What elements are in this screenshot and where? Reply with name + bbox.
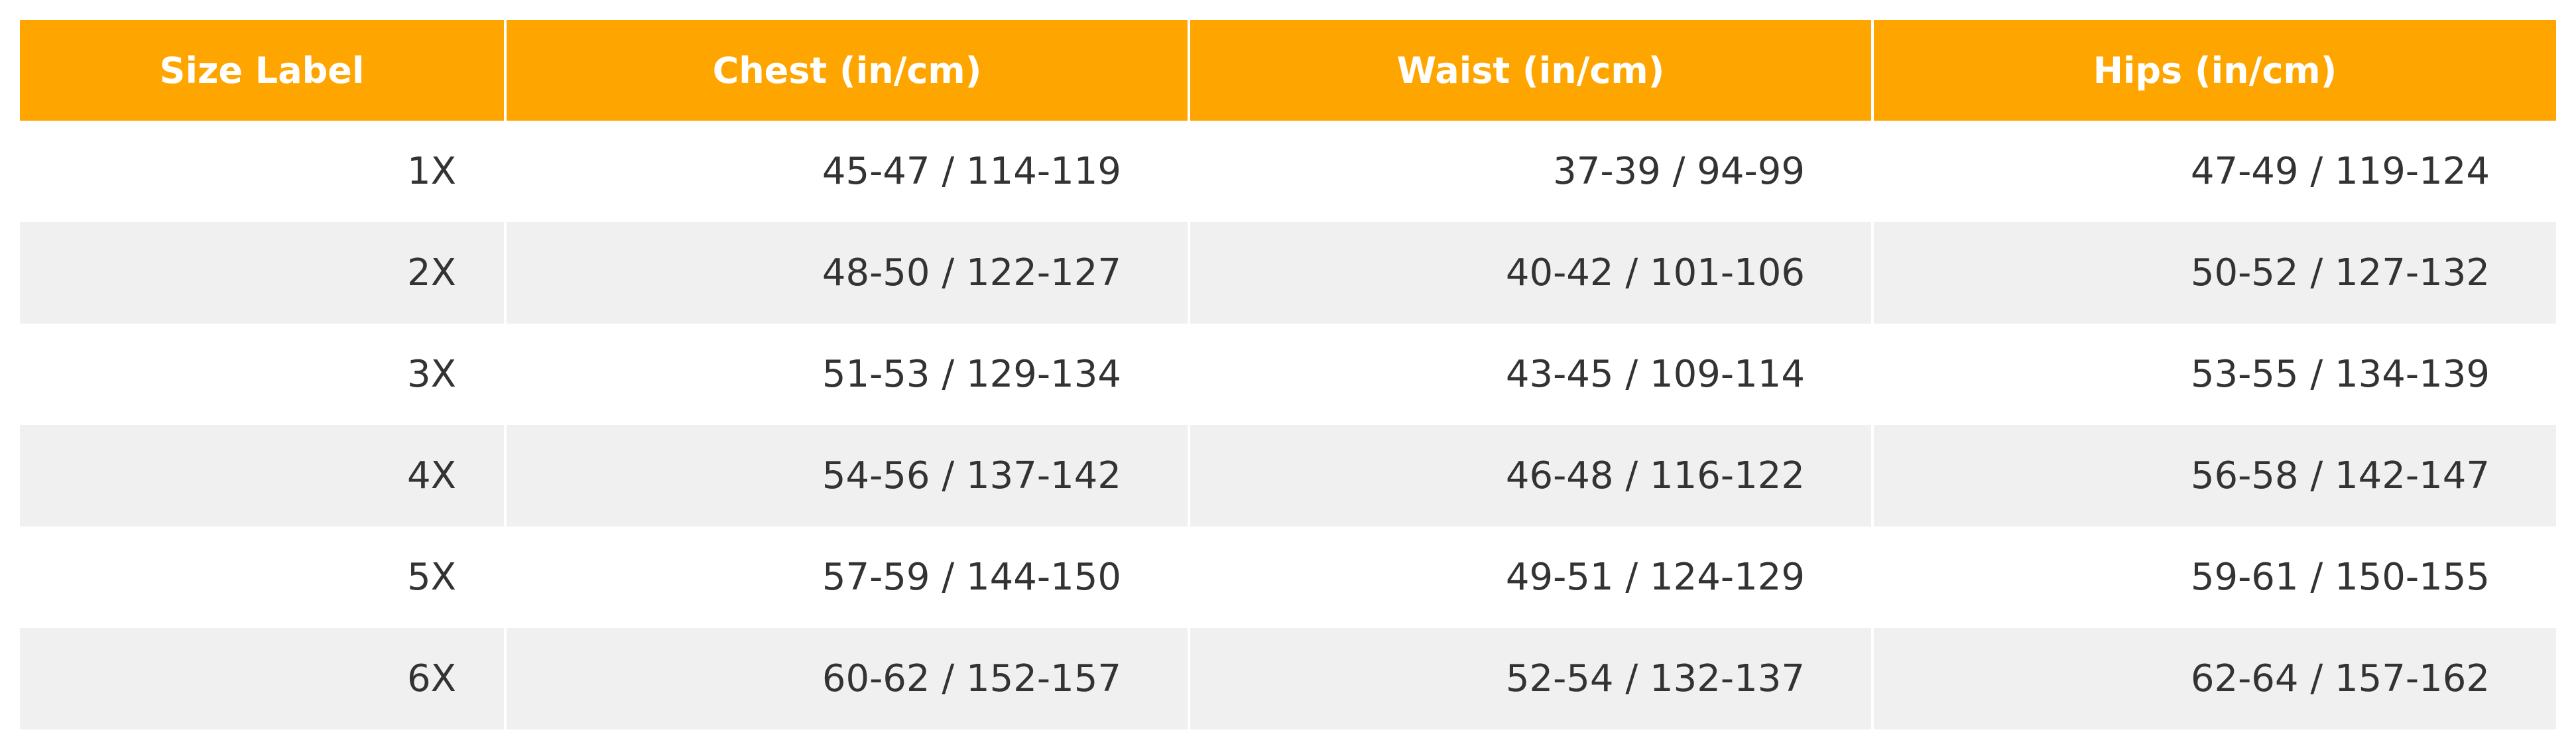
cell-size-label: 5X — [407, 556, 456, 599]
header-chest: Chest (in/cm) — [504, 20, 1189, 121]
header-hips: Hips (in/cm) — [1871, 20, 2556, 121]
header-size-label: Size Label — [20, 20, 505, 121]
cell-size-label: 1X — [407, 150, 456, 193]
cell-waist: 37-39 / 94-99 — [1188, 121, 1872, 222]
cell-hips: 56-58 / 142-147 — [1871, 425, 2556, 527]
cell-size-label: 2X — [407, 251, 456, 294]
cell-size-label: 3X — [407, 353, 456, 396]
cell-waist: 49-51 / 124-129 — [1188, 527, 1872, 628]
cell-waist: 46-48 / 116-122 — [1188, 425, 1872, 527]
cell-chest: 48-50 / 122-127 — [504, 222, 1189, 324]
table-row: 5X 57-59 / 144-150 49-51 / 124-129 59-61… — [20, 527, 2556, 628]
cell-chest: 54-56 / 137-142 — [504, 425, 1189, 527]
table-row: 4X 54-56 / 137-142 46-48 / 116-122 56-58… — [20, 425, 2556, 527]
cell-waist: 40-42 / 101-106 — [1188, 222, 1872, 324]
table-row: 3X 51-53 / 129-134 43-45 / 109-114 53-55… — [20, 324, 2556, 425]
cell-chest: 60-62 / 152-157 — [504, 628, 1189, 729]
header-row: Size Label Chest (in/cm) Waist (in/cm) H… — [20, 20, 2556, 121]
cell-chest: 51-53 / 129-134 — [504, 324, 1189, 425]
cell-hips: 50-52 / 127-132 — [1871, 222, 2556, 324]
cell-hips: 47-49 / 119-124 — [1871, 121, 2556, 222]
size-chart-table: Size Label Chest (in/cm) Waist (in/cm) H… — [20, 20, 2556, 729]
cell-chest: 45-47 / 114-119 — [504, 121, 1189, 222]
table-row: 2X 48-50 / 122-127 40-42 / 101-106 50-52… — [20, 222, 2556, 324]
table-row: 6X 60-62 / 152-157 52-54 / 132-137 62-64… — [20, 628, 2556, 729]
cell-hips: 59-61 / 150-155 — [1871, 527, 2556, 628]
cell-hips: 53-55 / 134-139 — [1871, 324, 2556, 425]
cell-hips: 62-64 / 157-162 — [1871, 628, 2556, 729]
cell-waist: 52-54 / 132-137 — [1188, 628, 1872, 729]
cell-size-label: 6X — [407, 657, 456, 700]
cell-chest: 57-59 / 144-150 — [504, 527, 1189, 628]
cell-waist: 43-45 / 109-114 — [1188, 324, 1872, 425]
table-row: 1X 45-47 / 114-119 37-39 / 94-99 47-49 /… — [20, 121, 2556, 222]
cell-size-label: 4X — [407, 454, 456, 497]
header-waist: Waist (in/cm) — [1188, 20, 1872, 121]
